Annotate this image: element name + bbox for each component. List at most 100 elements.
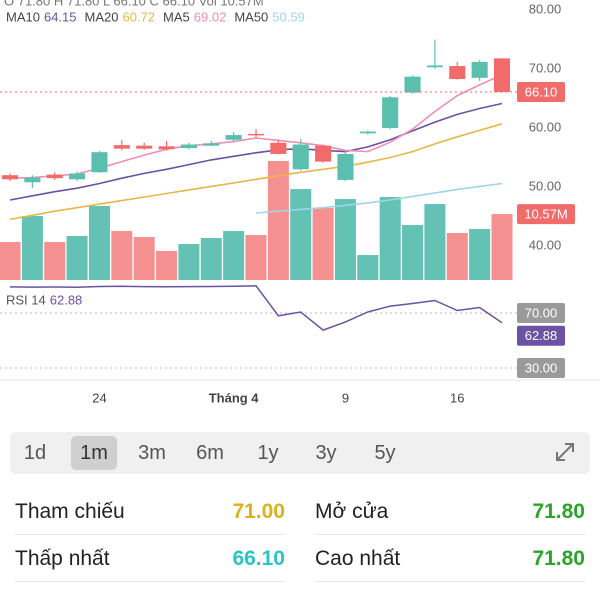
x-tick-label: 9: [342, 390, 349, 405]
legend-value: 60.72: [122, 9, 155, 24]
volume-bar: [334, 199, 356, 280]
price-tag: 66.10: [525, 84, 558, 99]
candle-body: [203, 143, 220, 146]
range-tab[interactable]: 3y: [315, 442, 337, 464]
expand-icon[interactable]: [554, 441, 576, 463]
volume-bar: [133, 237, 155, 280]
ma-line: [9, 102, 503, 201]
candle-body: [46, 174, 63, 179]
candle-body: [426, 65, 443, 68]
volume-bar: [357, 255, 379, 280]
rsi-tick-label: 70.00: [525, 305, 558, 320]
candle-body: [136, 145, 153, 149]
y-tick-label: 80.00: [529, 1, 562, 16]
x-tick-label: 16: [450, 390, 464, 405]
candle-body: [247, 133, 265, 136]
candle-body: [158, 146, 175, 150]
info-label: Cao nhất: [315, 547, 401, 570]
ma-line: [9, 123, 503, 221]
legend-name: MA20: [85, 9, 119, 24]
candle-body: [225, 135, 242, 140]
volume-bar: [44, 242, 66, 280]
volume-tag: 10.57M: [524, 207, 567, 222]
volume-bar: [312, 208, 334, 280]
rsi-tick-label-box: [517, 303, 565, 323]
volume-bar: [491, 214, 513, 280]
volume-bar: [446, 233, 468, 280]
range-tab[interactable]: 1y: [257, 442, 279, 464]
candle-body: [382, 97, 399, 128]
volume-bar: [469, 229, 491, 280]
range-tab[interactable]: 1d: [23, 442, 47, 464]
candle-body: [449, 66, 466, 80]
candle-body: [493, 58, 511, 93]
info-value: 71.80: [532, 547, 585, 570]
legend-name: MA50: [234, 9, 268, 24]
range-tab[interactable]: 1m: [71, 436, 117, 470]
rsi-line: [9, 285, 503, 331]
volume-tag-box: [517, 204, 575, 225]
candle-body: [69, 173, 86, 180]
volume-bar: [402, 225, 424, 280]
info-label: Tham chiếu: [15, 500, 125, 523]
y-tick-label: 50.00: [529, 178, 562, 193]
volume-bar: [0, 242, 21, 280]
info-cell: Thấp nhất 66.10: [15, 537, 285, 582]
candle-body: [270, 142, 287, 154]
range-tab[interactable]: 3m: [138, 442, 166, 464]
legend-value: 50.59: [272, 9, 305, 24]
volume-bar: [267, 161, 289, 280]
candle-body: [24, 177, 41, 183]
ma-line: [9, 74, 503, 179]
candle-body: [315, 145, 332, 162]
volume-bar: [156, 250, 178, 280]
volume-bar: [223, 231, 245, 280]
legend-value: 69.02: [194, 9, 227, 24]
candle-body: [471, 61, 488, 78]
info-row: Thấp nhất 66.10 Cao nhất 71.80: [0, 537, 600, 583]
info-value: 71.80: [532, 500, 585, 523]
range-tab[interactable]: 5y: [374, 442, 396, 464]
candle-body: [113, 145, 130, 149]
volume-bar: [424, 204, 446, 280]
volume-bar: [200, 238, 222, 280]
info-cell: Cao nhất 71.80: [315, 537, 585, 582]
volume-bar: [290, 189, 312, 280]
x-tick-label: 24: [92, 390, 106, 405]
candle-body: [359, 131, 376, 134]
volume-bar: [111, 231, 133, 280]
y-tick-label: 70.00: [529, 60, 562, 75]
volume-bar: [66, 236, 88, 280]
info-value: 66.10: [232, 547, 285, 570]
y-tick-label: 60.00: [529, 119, 562, 134]
info-cell: Mở cửa 71.80: [315, 490, 585, 535]
range-tab[interactable]: 6m: [196, 442, 224, 464]
legend-name: MA10: [6, 9, 40, 24]
y-tick-label: 40.00: [529, 237, 562, 252]
ohlc-line: O 71.80 H 71.80 L 66.10 C 66.10 Vol 10.5…: [4, 0, 264, 8]
candle-body: [337, 153, 354, 180]
rsi-tag-box: [517, 325, 565, 346]
volume-bar: [245, 235, 267, 280]
info-value: 71.00: [232, 500, 285, 523]
ma-line: [255, 182, 503, 214]
rsi-tick-label: 30.00: [525, 360, 558, 375]
rsi-title: RSI 14: [6, 292, 46, 307]
info-row: Tham chiếu 71.00 Mở cửa 71.80: [0, 490, 600, 536]
candle-body: [91, 152, 108, 173]
legend-value: 64.15: [44, 9, 77, 24]
info-cell: Tham chiếu 71.00: [15, 490, 285, 535]
candle-body: [180, 144, 197, 149]
rsi-value: 62.88: [50, 292, 83, 307]
candle-body: [404, 76, 421, 93]
volume-bar: [21, 215, 43, 280]
legend-name: MA5: [163, 9, 190, 24]
price-tag-box: [517, 82, 565, 103]
rsi-tick-label-box: [517, 358, 565, 378]
volume-bar: [178, 244, 200, 280]
volume-bar: [88, 206, 110, 280]
candle-body: [292, 144, 309, 170]
volume-bar: [379, 197, 401, 280]
range-tabs: 1d 1m 3m 6m 1y 3y 5y: [10, 432, 590, 474]
